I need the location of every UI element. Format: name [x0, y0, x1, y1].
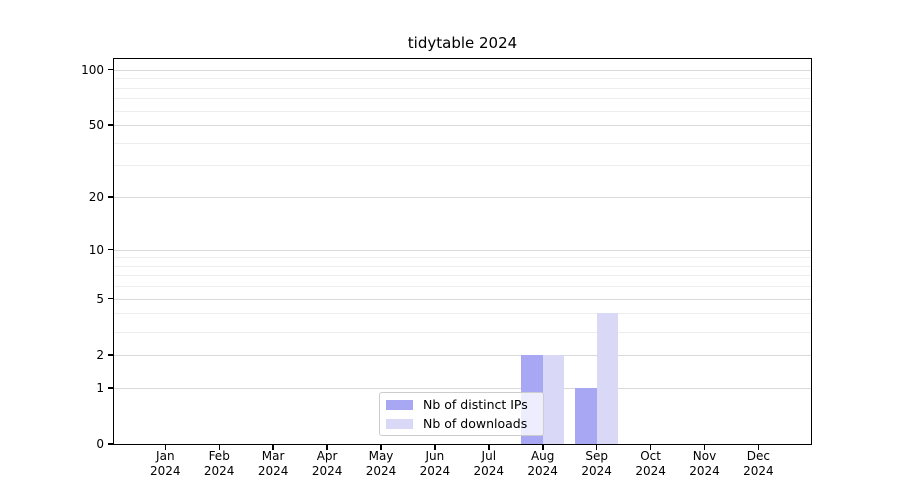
legend-swatch-downloads	[386, 418, 413, 429]
x-axis-tick-label: Mar 2024	[241, 449, 305, 479]
y-axis-tick	[108, 387, 114, 389]
legend-item-distinct-ips: Nb of distinct IPs	[386, 395, 537, 414]
major-gridline	[114, 249, 811, 251]
month-label: Feb	[208, 449, 230, 463]
x-axis-tick	[434, 444, 436, 450]
minor-gridline	[114, 331, 811, 333]
x-axis-tick-label: May 2024	[349, 449, 413, 479]
legend: Nb of distinct IPs Nb of downloads	[379, 392, 544, 436]
year-label: 2024	[257, 464, 289, 478]
year-label: 2024	[203, 464, 235, 478]
y-axis-tick-label: 10	[88, 242, 104, 257]
x-axis-tick	[703, 444, 706, 450]
minor-gridline	[114, 98, 811, 100]
minor-gridline	[114, 313, 811, 315]
x-axis-tick	[164, 444, 167, 450]
x-axis-tick	[326, 444, 328, 450]
y-axis-tick	[108, 443, 114, 445]
bar-downloads	[542, 354, 565, 444]
minor-gridline	[114, 286, 811, 288]
year-label: 2024	[365, 464, 397, 478]
x-axis-tick-label: Aug 2024	[511, 449, 575, 479]
year-label: 2024	[150, 464, 181, 478]
major-gridline	[114, 197, 811, 198]
major-gridline	[114, 387, 811, 389]
major-gridline	[114, 69, 811, 71]
y-axis-tick-label: 0	[96, 437, 104, 451]
minor-gridline	[114, 87, 811, 89]
y-axis-tick	[108, 248, 114, 251]
y-axis-tick-label: 20	[88, 190, 104, 204]
month-label: Oct	[640, 449, 661, 463]
month-label: Dec	[746, 449, 770, 463]
minor-gridline	[114, 78, 811, 80]
month-label: Sep	[585, 449, 608, 463]
y-axis-tick	[108, 68, 114, 71]
x-axis-tick-label: Nov 2024	[673, 449, 737, 479]
chart-title: tidytable 2024	[407, 34, 518, 52]
x-axis-tick-label: Sep 2024	[565, 449, 629, 479]
bar-downloads	[596, 313, 619, 444]
month-label: Jun	[425, 449, 445, 463]
major-gridline	[114, 125, 811, 126]
plot-area	[114, 59, 811, 444]
year-label: 2024	[419, 464, 451, 478]
x-axis-tick-label: Feb 2024	[187, 449, 251, 479]
month-label: Jul	[481, 449, 497, 463]
y-axis-tick-label: 2	[96, 347, 104, 362]
x-axis-tick-label: Oct 2024	[619, 449, 683, 479]
legend-item-downloads: Nb of downloads	[386, 414, 537, 433]
legend-swatch-distinct-ips	[386, 399, 413, 410]
x-axis-tick	[272, 444, 274, 450]
y-axis-tick	[108, 354, 114, 356]
year-label: 2024	[635, 464, 666, 478]
legend-label-distinct-ips: Nb of distinct IPs	[423, 397, 528, 412]
y-axis-tick	[108, 196, 114, 198]
x-axis-tick-label: Apr 2024	[295, 449, 359, 479]
x-axis-tick	[757, 444, 760, 450]
minor-gridline	[114, 275, 811, 277]
major-gridline	[114, 298, 811, 300]
y-axis-tick	[108, 124, 114, 126]
month-label: Jan	[156, 449, 175, 463]
year-label: 2024	[581, 464, 612, 478]
minor-gridline	[114, 265, 811, 267]
bar-distinct-ips	[575, 387, 597, 444]
year-label: 2024	[311, 464, 343, 478]
month-label: Apr	[316, 449, 338, 463]
month-label: Aug	[530, 449, 555, 463]
x-axis-tick	[595, 444, 598, 450]
minor-gridline	[114, 110, 811, 112]
minor-gridline	[114, 257, 811, 259]
month-label: May	[368, 449, 394, 463]
y-axis-tick-label: 100	[81, 62, 104, 77]
minor-gridline	[114, 142, 811, 144]
year-label: 2024	[743, 464, 774, 478]
x-axis-tick-label: Jun 2024	[403, 449, 467, 479]
year-label: 2024	[689, 464, 720, 478]
year-label: 2024	[473, 464, 505, 478]
legend-label-downloads: Nb of downloads	[423, 416, 528, 431]
y-axis-tick-label: 5	[96, 291, 104, 306]
x-axis-tick-label: Jul 2024	[457, 449, 521, 479]
x-axis-tick-label: Dec 2024	[726, 449, 790, 479]
x-axis-tick	[488, 444, 490, 450]
x-axis-tick	[218, 444, 220, 450]
y-axis-tick-label: 1	[96, 380, 104, 395]
x-axis-tick	[380, 444, 382, 450]
major-gridline	[114, 354, 811, 356]
y-axis-tick	[108, 297, 114, 300]
x-axis-tick	[542, 444, 544, 450]
x-axis-tick	[649, 444, 652, 450]
minor-gridline	[114, 165, 811, 167]
month-label: Mar	[261, 449, 285, 463]
year-label: 2024	[527, 464, 558, 478]
y-axis-tick-label: 50	[88, 118, 104, 132]
month-label: Nov	[692, 449, 717, 463]
x-axis-tick-label: Jan 2024	[133, 449, 197, 479]
